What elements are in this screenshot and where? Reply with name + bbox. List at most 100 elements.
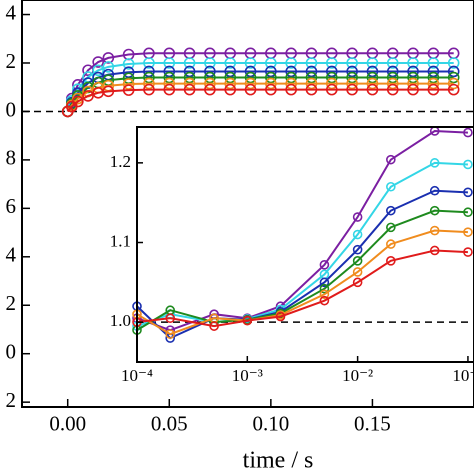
- x-tick-label: 10⁻¹: [452, 366, 474, 385]
- x-tick-label: 0.10: [252, 412, 289, 436]
- data-point: [163, 71, 176, 84]
- data-point: [346, 83, 358, 96]
- fit-line: [66, 88, 454, 113]
- data-point: [319, 277, 330, 288]
- x-tick-label: 0.15: [354, 412, 391, 436]
- data-point: [407, 71, 419, 84]
- data-point: [352, 212, 363, 222]
- data-point: [427, 83, 440, 96]
- data-point: [224, 57, 237, 69]
- data-point: [447, 83, 460, 96]
- data-point: [122, 84, 135, 96]
- data-point: [143, 71, 155, 84]
- data-point: [319, 295, 330, 306]
- data-point: [366, 83, 379, 96]
- data-point: [447, 65, 460, 78]
- data-point: [204, 65, 216, 78]
- x-tick-label: 10⁻²: [342, 366, 373, 385]
- data-point: [366, 71, 379, 84]
- data-point: [319, 260, 330, 270]
- data-point: [325, 57, 338, 69]
- y-tick-label: 1.2: [110, 152, 131, 171]
- data-point: [143, 65, 155, 78]
- fit-line: [136, 249, 468, 328]
- data-point: [325, 77, 338, 90]
- data-point: [305, 83, 318, 96]
- data-point: [285, 83, 297, 96]
- data-point: [92, 64, 104, 77]
- data-point: [305, 71, 318, 84]
- data-point: [122, 58, 135, 70]
- data-point: [386, 205, 396, 216]
- data-point: [463, 247, 473, 257]
- data-point: [209, 321, 219, 331]
- data-point: [244, 57, 257, 69]
- data-point: [386, 71, 399, 84]
- data-point: [82, 90, 94, 102]
- data-point: [366, 65, 379, 78]
- data-point: [244, 71, 257, 84]
- data-point: [463, 127, 473, 138]
- data-point: [143, 77, 155, 90]
- fit-line: [136, 189, 468, 340]
- data-point: [447, 57, 460, 69]
- data-point: [244, 83, 257, 96]
- data-point: [224, 65, 237, 78]
- data-point: [429, 185, 440, 196]
- fit-line: [136, 161, 468, 328]
- data-point: [352, 229, 363, 240]
- data-point: [265, 83, 277, 96]
- data-point: [346, 57, 358, 69]
- data-point: [122, 66, 135, 78]
- data-point: [102, 61, 115, 73]
- fit-line: [136, 209, 468, 331]
- data-point: [285, 71, 297, 84]
- axis-frame: [136, 126, 474, 363]
- y-tick-label: 8: [6, 146, 17, 170]
- data-point: [242, 315, 253, 326]
- data-point: [325, 83, 338, 96]
- data-point: [427, 77, 440, 90]
- data-point: [224, 83, 237, 96]
- data-point: [183, 71, 196, 84]
- data-point: [183, 65, 196, 78]
- x-tick-label: 0.00: [49, 412, 86, 436]
- data-point: [224, 77, 237, 90]
- data-point: [265, 77, 277, 90]
- data-point: [447, 71, 460, 84]
- data-point: [204, 71, 216, 84]
- data-point: [325, 71, 338, 84]
- data-point: [122, 78, 135, 90]
- y-tick-label: 0: [6, 340, 17, 364]
- data-point: [163, 57, 176, 69]
- axis-frame: [21, 0, 474, 408]
- data-point: [352, 244, 363, 255]
- data-point: [183, 57, 196, 69]
- data-point: [463, 159, 473, 170]
- data-point: [386, 57, 399, 69]
- data-point: [386, 181, 396, 192]
- data-point: [183, 83, 196, 96]
- data-point: [447, 77, 460, 90]
- x-tick-label: 10⁻⁴: [121, 366, 153, 385]
- data-point: [386, 154, 396, 165]
- data-point: [265, 71, 277, 84]
- data-point: [204, 57, 216, 69]
- data-point: [165, 313, 176, 323]
- data-point: [386, 65, 399, 78]
- data-point: [224, 71, 237, 84]
- fit-line: [66, 61, 454, 112]
- data-point: [72, 95, 84, 108]
- data-point: [305, 77, 318, 90]
- data-point: [463, 227, 473, 237]
- data-point: [386, 77, 399, 90]
- data-point: [366, 57, 379, 69]
- data-point: [163, 83, 176, 96]
- data-point: [407, 57, 419, 69]
- data-point: [285, 77, 297, 90]
- data-point: [346, 65, 358, 78]
- data-point: [429, 205, 440, 216]
- data-point: [352, 277, 363, 288]
- data-point: [407, 77, 419, 90]
